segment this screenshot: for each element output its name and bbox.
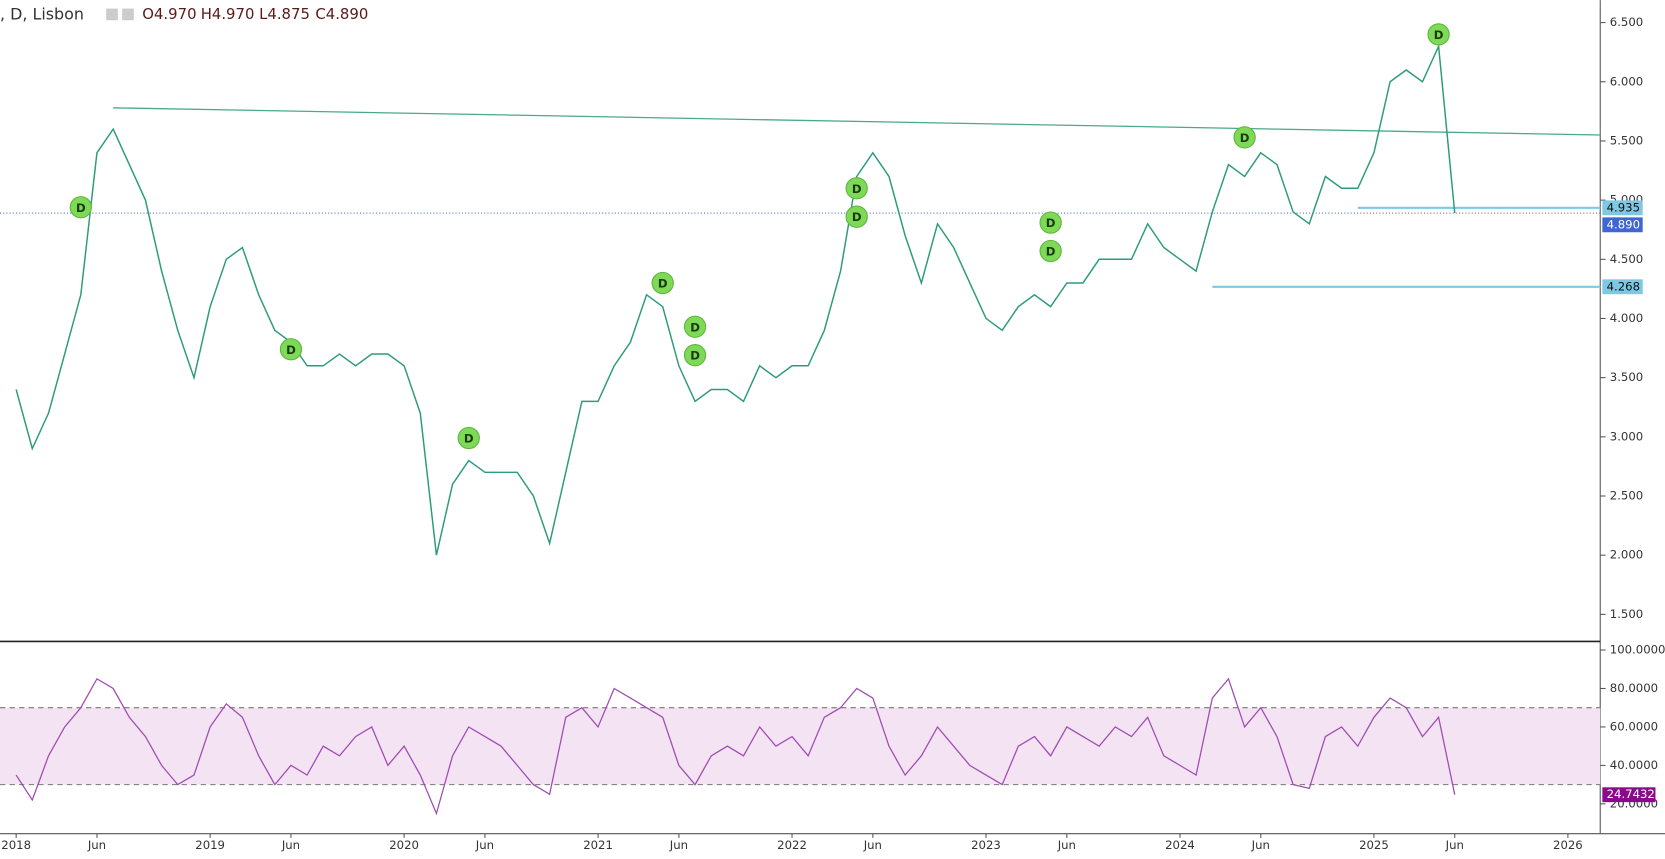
dividend-marker [683, 344, 707, 367]
dividend-marker [1039, 239, 1062, 263]
x-tick-label: 2020 [389, 838, 419, 852]
x-tick-label: Jun [1445, 838, 1464, 852]
last-price-label: 4.890 [1607, 217, 1640, 231]
icon [106, 8, 118, 21]
icon [122, 8, 134, 21]
y-tick-label: 3.500 [1610, 370, 1643, 384]
y-tick-label: 1.500 [1610, 607, 1643, 621]
dividend-label: D [690, 349, 700, 363]
x-tick-label: 2022 [777, 838, 807, 852]
last-price-tag [1602, 217, 1643, 233]
y-tick-label: 4.500 [1610, 252, 1643, 266]
x-tick-label: Jun [87, 838, 106, 852]
y-tick-label: 6.500 [1610, 15, 1643, 29]
dividend-label: D [852, 182, 862, 196]
x-tick-label: Jun [281, 838, 300, 852]
dividend-label: D [286, 343, 296, 357]
dividend-marker [457, 426, 480, 450]
y-tick-label: 100.0000 [1610, 643, 1665, 657]
dividend-marker [845, 177, 868, 200]
dividend-marker [1233, 126, 1256, 149]
ohlc-high: H4.970 [201, 5, 255, 23]
dividend-marker [69, 196, 92, 219]
x-tick-label: Jun [669, 838, 688, 852]
x-tick-label: Jun [1251, 838, 1270, 852]
dividend-marker [279, 338, 303, 361]
y-tick-label: 5.500 [1610, 133, 1643, 147]
rsi-value-tag [1602, 787, 1656, 803]
price-line [15, 43, 1456, 556]
trendline [113, 107, 1601, 136]
level-tag-label: 4.935 [1607, 200, 1640, 214]
rsi-value-label: 24.7432 [1607, 787, 1655, 801]
dividend-label: D [1434, 28, 1444, 42]
ohlc-low: L4.875 [259, 5, 310, 23]
level-tag-label: 4.268 [1607, 279, 1640, 293]
dividend-marker [651, 271, 674, 295]
x-tick-label: 2026 [1553, 838, 1583, 852]
symbol: , D, Lisbon [0, 4, 84, 23]
dividend-marker [845, 205, 868, 228]
x-tick-label: 2019 [195, 838, 225, 852]
x-tick-label: 2025 [1359, 838, 1389, 852]
y-tick-label: 4.000 [1610, 311, 1643, 325]
dividend-label: D [464, 432, 474, 446]
ohlc-open: O4.970 [142, 5, 196, 23]
y-tick-label: 80.0000 [1610, 681, 1658, 695]
dividend-label: D [1240, 131, 1250, 145]
dividend-label: D [1046, 216, 1056, 230]
x-tick-label: Jun [1057, 838, 1076, 852]
dividend-marker [1039, 211, 1062, 234]
dividend-marker [1427, 23, 1450, 46]
dividend-label: D [690, 320, 700, 334]
x-tick-label: 2023 [971, 838, 1001, 852]
rsi-line [15, 677, 1456, 816]
x-tick-label: 2024 [1165, 838, 1195, 852]
x-tick-label: 2018 [1, 838, 31, 852]
y-tick-label: 2.000 [1610, 548, 1643, 562]
header: , D, Lisbon O4.970 H4.970 L4.875 C4.890 [0, 4, 368, 23]
x-tick-label: Jun [863, 838, 882, 852]
dividend-label: D [1046, 245, 1056, 259]
dividend-marker [683, 315, 707, 338]
y-tick-label: 2.500 [1610, 489, 1643, 503]
dividend-label: D [76, 201, 86, 215]
ohlc-close: C4.890 [315, 5, 368, 23]
x-tick-label: Jun [475, 838, 494, 852]
x-tick-label: 2021 [583, 838, 613, 852]
dividend-label: D [852, 210, 862, 224]
y-tick-label: 60.0000 [1610, 719, 1658, 733]
dividend-label: D [658, 277, 668, 291]
y-tick-label: 3.000 [1610, 429, 1643, 443]
y-tick-label: 40.0000 [1610, 758, 1658, 772]
level-tag [1602, 200, 1643, 216]
y-tick-label: 6.000 [1610, 74, 1643, 88]
level-tag [1602, 279, 1643, 295]
